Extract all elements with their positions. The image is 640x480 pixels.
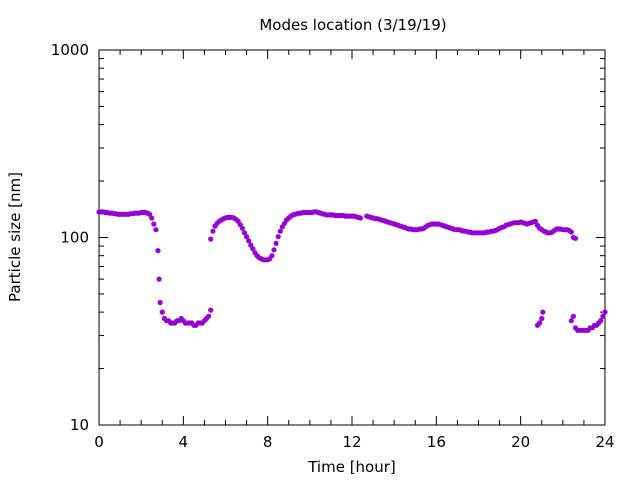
data-point [208,236,214,242]
data-point [357,215,363,221]
x-tick-label: 16 [427,433,446,451]
axis-ticks [98,49,606,426]
data-point [532,218,539,224]
data-point [598,318,604,324]
plot-frame [98,49,606,426]
x-tick-label: 12 [342,433,361,451]
data-point [572,235,579,241]
data-point [206,313,212,319]
data-point [537,320,543,326]
data-point [153,227,159,233]
data-point [570,313,577,319]
axis-tick-labels: 0 4 8 12 16 20 24 10 100 1000 [51,41,615,451]
data-point [246,238,252,244]
data-point [155,248,161,254]
data-point [540,309,546,315]
x-tick-label: 20 [511,433,530,451]
data-point [157,299,163,306]
data-point [568,318,574,324]
data-point [568,229,574,235]
data-point [239,225,245,231]
x-tick-label: 24 [595,433,614,451]
data-point [250,246,256,252]
y-tick-label: 100 [60,229,89,247]
data-points [96,209,608,333]
x-tick-label: 8 [263,433,273,451]
data-point [208,307,214,313]
data-point [210,228,216,234]
data-point [269,253,275,259]
x-axis-label: Time [hour] [307,458,396,476]
data-point [602,309,608,315]
data-point [271,247,277,253]
chart-title: Modes location (3/19/19) [259,16,446,34]
y-tick-label: 1000 [51,41,89,59]
data-point [151,221,157,227]
y-axis-label: Particle size [nm] [6,172,24,302]
data-point [275,234,281,240]
data-point [156,276,162,282]
data-point [159,309,165,315]
data-point [244,234,250,240]
data-point [600,313,606,319]
data-point [539,315,545,322]
data-point [149,215,155,221]
data-point [273,240,279,246]
x-tick-label: 4 [179,433,189,451]
x-tick-label: 0 [94,433,104,451]
data-point [277,228,283,234]
y-tick-label: 10 [70,416,89,434]
data-point [241,230,248,236]
